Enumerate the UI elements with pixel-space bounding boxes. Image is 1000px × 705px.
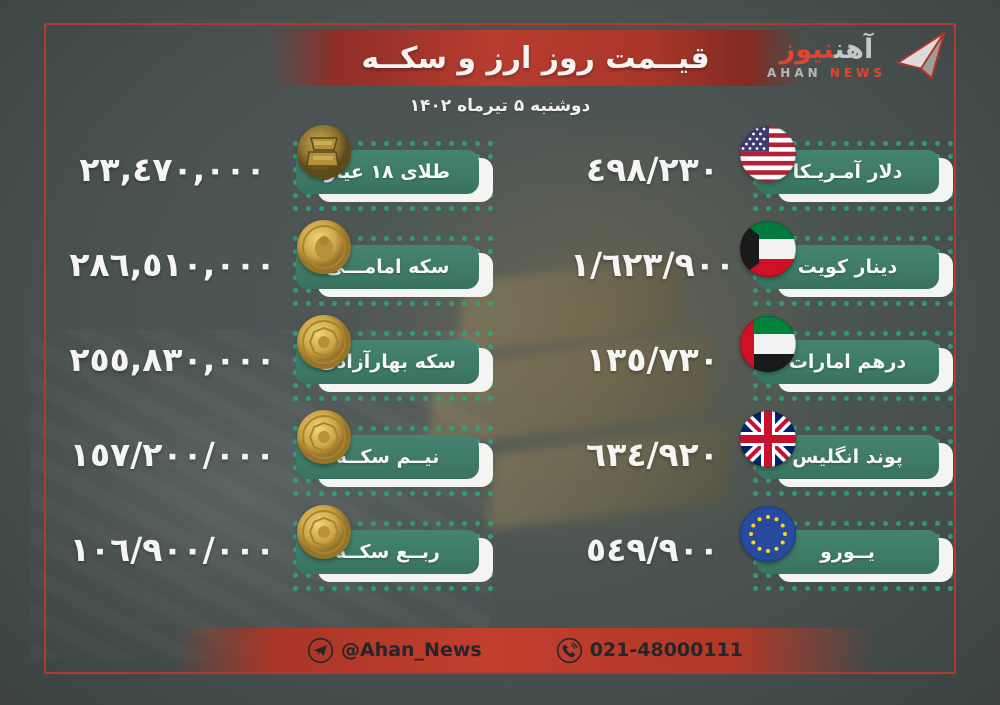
price-value: ٥٤٩/٩٠٠ xyxy=(586,530,719,569)
price-row-half-coin: ١٥٧/٢٠٠/٠٠٠ نیــم سکــه xyxy=(55,407,501,502)
paper-plane-logo-icon xyxy=(896,31,946,80)
half-coin-icon xyxy=(294,407,354,467)
kuwait-flag-icon xyxy=(738,219,798,279)
price-row-eur: ٥٤٩/٩٠٠ یــورو xyxy=(555,502,961,597)
telegram-contact: @Ahan_News xyxy=(307,637,482,664)
price-value: ١/٦٢٣/٩٠٠ xyxy=(569,245,736,284)
price-value: ٢٨٦,٥١٠,٠٠٠ xyxy=(69,245,276,284)
item-label: نیــم سکــه xyxy=(335,446,440,468)
price-row-emami-coin: ٢٨٦,٥١٠,٠٠٠ سکه امامـــی xyxy=(55,217,501,312)
item-label: پوند انگلیس xyxy=(792,446,903,468)
ahan-news-logo: آهننیوز AHAN NEWS xyxy=(767,28,950,86)
price-row-kwd: ١/٦٢٣/٩٠٠ دینار کویت xyxy=(555,217,961,312)
logo-english-wordmark: AHAN NEWS xyxy=(767,65,886,80)
date-label: دوشنبه ۵ تیرماه ۱۴۰۲ xyxy=(409,96,591,116)
page-title: قیــمت روز ارز و سکــه xyxy=(361,40,710,76)
quarter-coin-icon xyxy=(294,502,354,562)
telegram-handle: @Ahan_News xyxy=(340,639,482,661)
price-value: ١٣٥/٧٣٠ xyxy=(586,340,719,379)
price-value: ٢٣,٤٧٠,٠٠٠ xyxy=(79,150,266,189)
price-value: ٤٩٨/٢٣٠ xyxy=(586,150,719,189)
price-value: ١٠٦/٩٠٠/٠٠٠ xyxy=(69,530,276,569)
gold-bars-icon xyxy=(294,122,354,182)
price-row-gold-18k: ٢٣,٤٧٠,٠٠٠ طلای ۱۸ عیار xyxy=(55,122,501,217)
price-row-aed: ١٣٥/٧٣٠ درهم امارات xyxy=(555,312,961,407)
price-row-quarter-coin: ١٠٦/٩٠٠/٠٠٠ ربــع سکــه xyxy=(55,502,501,597)
uae-flag-icon xyxy=(738,314,798,374)
item-label: ربــع سکــه xyxy=(335,541,440,563)
price-value: ٢٥٥,٨٣٠,٠٠٠ xyxy=(69,340,276,379)
price-value: ٦٣٤/٩٢٠ xyxy=(586,435,719,474)
item-label: سکه امامـــی xyxy=(325,256,450,278)
phone-icon xyxy=(556,637,582,663)
bahar-azadi-coin-icon xyxy=(294,312,354,372)
phone-contact: 021-48000111 xyxy=(556,637,743,664)
eu-flag-icon xyxy=(738,504,798,564)
title-banner: قیــمت روز ارز و سکــه xyxy=(268,30,803,86)
item-label: درهم امارات xyxy=(788,351,907,373)
price-row-usd: ٤٩٨/٢٣٠ دلار آمـریـکا xyxy=(555,122,961,217)
usa-flag-icon xyxy=(738,124,798,184)
footer-banner: @Ahan_News 021-48000111 xyxy=(175,628,875,672)
item-label: دینار کویت xyxy=(797,256,898,278)
uk-flag-icon xyxy=(738,409,798,469)
currency-price-column: ٤٩٨/٢٣٠ دلار آمـریـکا xyxy=(555,122,961,597)
logo-farsi-wordmark: آهننیوز xyxy=(779,33,874,65)
price-value: ١٥٧/٢٠٠/٠٠٠ xyxy=(69,435,276,474)
price-row-bahar-azadi-coin: ٢٥٥,٨٣٠,٠٠٠ سکه بهارآزادی xyxy=(55,312,501,407)
item-label: یــورو xyxy=(820,541,875,563)
item-label: سکه بهارآزادی xyxy=(319,351,456,373)
gold-price-column: ٢٣,٤٧٠,٠٠٠ طلای ۱۸ عیار xyxy=(55,122,501,597)
price-row-gbp: ٦٣٤/٩٢٠ پوند انگلیس xyxy=(555,407,961,502)
phone-number: 021-48000111 xyxy=(589,639,744,661)
item-label: دلار آمـریـکا xyxy=(792,161,903,183)
emami-coin-icon xyxy=(294,217,354,277)
telegram-icon xyxy=(307,637,334,663)
